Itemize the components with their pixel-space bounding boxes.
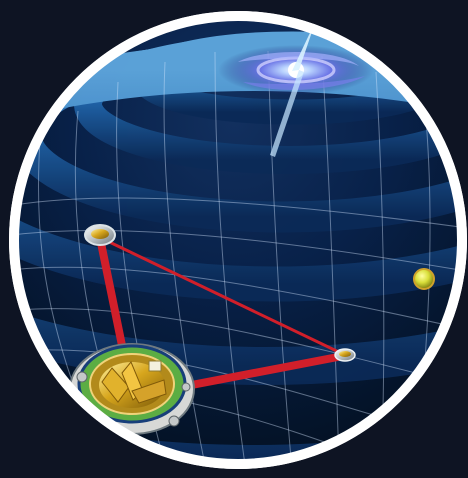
white-frame-ring bbox=[9, 11, 467, 469]
planet bbox=[413, 268, 435, 290]
lisa-spacecraft-right bbox=[334, 348, 356, 362]
spiral-galaxy bbox=[218, 20, 374, 157]
lisa-spacecraft-top-left bbox=[84, 224, 116, 246]
lisa-spacecraft-large bbox=[69, 343, 195, 435]
